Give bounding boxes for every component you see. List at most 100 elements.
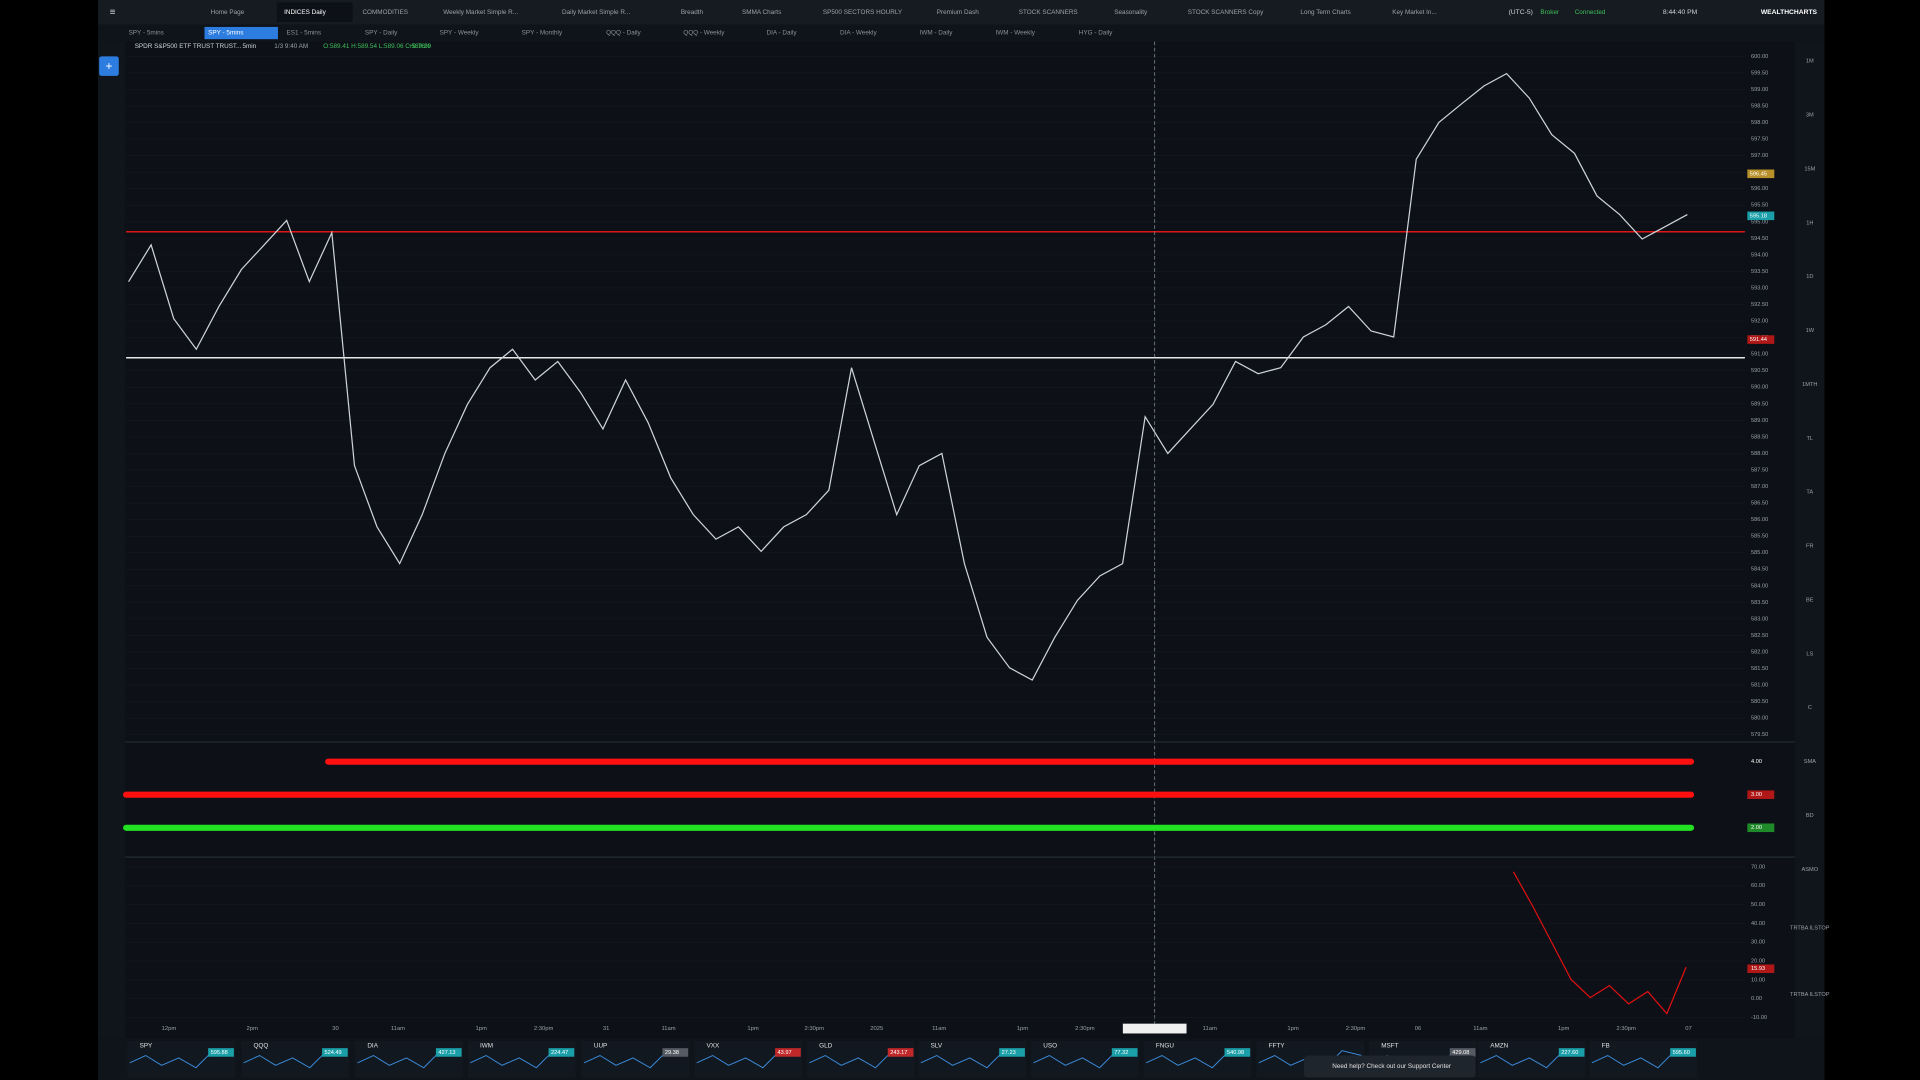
watch-price: 524.49 — [324, 1050, 341, 1056]
y-tick-label: -10.00 — [1751, 1015, 1767, 1021]
add-button[interactable] — [99, 56, 119, 76]
timeframe-button[interactable]: ASMO — [1802, 867, 1819, 873]
timeframe-button[interactable]: LS — [1806, 651, 1813, 657]
y-tick-label: 585.50 — [1751, 534, 1768, 540]
chart-tab-active[interactable] — [204, 26, 278, 40]
top-bar — [97, 0, 1825, 25]
y-tick-label: 592.00 — [1751, 319, 1768, 325]
x-tick-label: 11am — [1203, 1026, 1217, 1032]
watch-price: 429.08 — [1452, 1050, 1469, 1056]
timeframe-button[interactable]: 1W — [1806, 328, 1815, 334]
chart-tab[interactable]: IWM - Weekly — [996, 30, 1036, 37]
tab[interactable]: Breadth — [681, 9, 704, 16]
timeframe-button[interactable]: TRTBA ILSTOP — [1790, 992, 1830, 998]
help-text[interactable]: Need help? Check out our Support Center — [1332, 1063, 1452, 1070]
timeframe-button[interactable]: C — [1808, 705, 1812, 711]
broker-status[interactable]: Broker — [1540, 9, 1560, 16]
watch-symbol[interactable]: FNGU — [1156, 1042, 1174, 1049]
watch-symbol[interactable]: MSFT — [1381, 1042, 1398, 1049]
y-tick-label: 595.50 — [1751, 203, 1768, 209]
chart-tab[interactable]: SPY - Monthly — [522, 30, 563, 37]
y-tick-label: 588.00 — [1751, 451, 1768, 457]
watch-price: 43.97 — [778, 1050, 792, 1056]
tab-active[interactable] — [276, 2, 353, 23]
watch-symbol[interactable]: SPY — [140, 1042, 153, 1049]
watch-symbol[interactable]: FB — [1602, 1042, 1610, 1049]
y-tick-label: 583.00 — [1751, 616, 1768, 622]
tab[interactable]: Long Term Charts — [1300, 9, 1350, 16]
timeframe-button[interactable]: TL — [1807, 436, 1814, 442]
right-sidebar — [1795, 41, 1825, 1039]
help-box[interactable] — [1304, 1055, 1476, 1078]
chart-tab[interactable]: SPY - Weekly — [440, 30, 480, 37]
y-tick-label: 599.50 — [1751, 70, 1768, 76]
price-tag — [1747, 211, 1775, 221]
y-tick-label: 60.00 — [1751, 883, 1765, 889]
timeframe-button[interactable]: 1MTH — [1802, 382, 1817, 388]
watch-symbol[interactable]: USO — [1043, 1042, 1057, 1049]
tab[interactable]: Weekly Market Simple R... — [443, 9, 518, 16]
tab[interactable]: Daily Market Simple R... — [562, 9, 630, 16]
tab[interactable]: Home Page — [211, 9, 245, 16]
add-icon[interactable]: + — [105, 59, 112, 73]
row-tag — [1747, 790, 1775, 799]
legend: SPDR S&P500 ETF TRUST TRUST... 5min 1/3 … — [135, 43, 432, 50]
x-tick-label: 1pm — [747, 1026, 759, 1032]
watch-symbol[interactable]: DIA — [367, 1042, 378, 1049]
watch-price-tag — [1449, 1048, 1476, 1057]
watch-symbol[interactable]: VXX — [707, 1042, 720, 1049]
chart-tab[interactable]: QQQ - Weekly — [683, 30, 725, 37]
y-tick-label: 591.00 — [1751, 352, 1768, 358]
chart-tab[interactable]: SPY - 5mins — [129, 30, 164, 37]
tab[interactable]: INDICES Daily — [284, 9, 327, 16]
timeframe-button[interactable]: 15M — [1804, 166, 1815, 172]
watch-symbol[interactable]: IWM — [480, 1042, 493, 1049]
chart-tab[interactable]: DIA - Daily — [767, 30, 798, 37]
chart-tab[interactable]: DIA - Weekly — [840, 30, 877, 37]
price-tag-label: 591.44 — [1750, 337, 1767, 343]
chart-tab[interactable]: QQQ - Daily — [606, 30, 641, 37]
timeframe-button[interactable]: 1M — [1806, 59, 1814, 65]
tab[interactable]: Premium Dash — [937, 9, 980, 16]
tab[interactable]: STOCK SCANNERS — [1019, 9, 1078, 16]
y-tick-label: 588.50 — [1751, 434, 1768, 440]
timeframe-button[interactable]: TA — [1806, 490, 1813, 496]
price-line — [128, 72, 1688, 681]
tab[interactable]: Seasonality — [1114, 9, 1148, 16]
timeframe-button[interactable]: FR — [1806, 544, 1814, 550]
watch-symbol[interactable]: FFTY — [1269, 1042, 1286, 1049]
chart-tab[interactable]: ES1 - 5mins — [287, 30, 322, 37]
chart-tab[interactable]: IWM - Daily — [920, 30, 954, 37]
y-tick-label: 585.00 — [1751, 550, 1768, 556]
left-toolbar — [97, 41, 125, 1039]
timeframe-button[interactable]: 1H — [1806, 220, 1813, 226]
timeframe-button[interactable]: BD — [1806, 813, 1814, 819]
x-tick-label: 2:30pm — [1346, 1026, 1366, 1032]
tab[interactable]: Key Market In... — [1392, 9, 1437, 16]
watch-price: 27.23 — [1002, 1050, 1016, 1056]
watch-symbol[interactable]: AMZN — [1490, 1042, 1508, 1049]
watch-symbol[interactable]: QQQ — [253, 1042, 268, 1049]
x-tick-label: 2pm — [247, 1026, 259, 1032]
watch-symbol[interactable]: SLV — [931, 1042, 943, 1049]
watch-symbol[interactable]: GLD — [819, 1042, 832, 1049]
help-toast[interactable]: Need help? Check out our Support Center — [1304, 1055, 1476, 1078]
price-tag-label: 595.18 — [1750, 213, 1767, 219]
tab[interactable]: SMMA Charts — [742, 9, 781, 16]
timeframe-button[interactable]: SMA — [1804, 759, 1816, 765]
tab[interactable]: COMMODITIES — [362, 9, 408, 16]
timeframe-button[interactable]: 3M — [1806, 113, 1814, 119]
timeframe-button[interactable]: TRTBA ILSTOP — [1790, 926, 1830, 932]
x-tick-label: 07 — [1685, 1026, 1692, 1032]
chart-tab[interactable]: SPY - Daily — [365, 30, 398, 37]
watch-symbol[interactable]: UUP — [594, 1042, 607, 1049]
menu-icon[interactable]: ≡ — [110, 7, 116, 18]
chart-tab[interactable]: HYG - Daily — [1079, 30, 1113, 37]
timeframe-button[interactable]: 1D — [1806, 274, 1813, 280]
tab[interactable]: SP500 SECTORS HOURLY — [823, 9, 903, 16]
chart-tab[interactable]: SPY - 5mins — [208, 30, 243, 37]
watch-price-tag — [208, 1048, 234, 1057]
tab[interactable]: STOCK SCANNERS Copy — [1188, 9, 1264, 16]
timeframe-button[interactable]: BE — [1806, 597, 1814, 603]
